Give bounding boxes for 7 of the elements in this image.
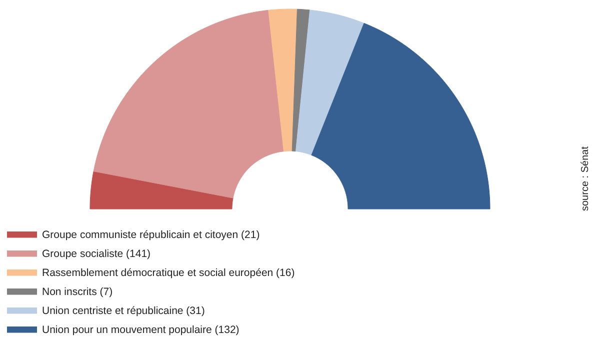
- legend-label: Groupe socialiste (141): [42, 248, 151, 260]
- source-note: source : Sénat: [580, 146, 591, 211]
- legend-label: Groupe communiste républicain et citoyen (21): [42, 228, 260, 241]
- legend-label: Union centriste et républicaine (31): [42, 304, 205, 317]
- legend-label: Union pour un mouvement populaire (132): [42, 324, 240, 336]
- legend-label: Rassemblement démocratique et social européen (16): [42, 266, 295, 279]
- legend-label: Non inscrits (7): [42, 286, 113, 298]
